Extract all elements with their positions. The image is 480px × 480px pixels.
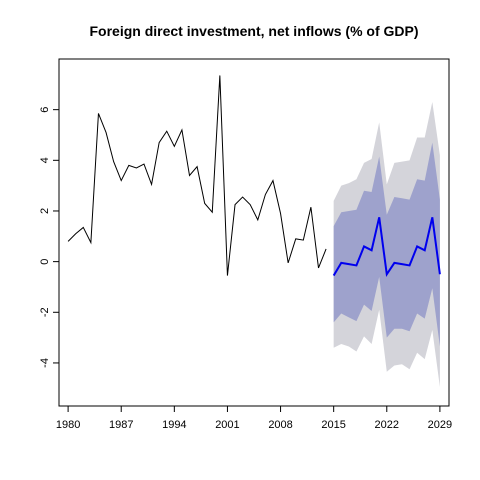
x-tick-label: 1980	[56, 419, 80, 431]
y-tick-label: 0	[39, 259, 51, 265]
axes: 1980 1987 1994 2001 2008 2015 2022 2029 -4 -2 0 2 4 6	[39, 58, 452, 431]
x-tick-label: 2015	[321, 419, 345, 431]
band-prediction-interval-inner	[333, 142, 440, 347]
y-tick-label: 2	[39, 208, 51, 214]
x-tick-label: 2001	[215, 419, 239, 431]
chart-title: Foreign direct investment, net inflows (…	[89, 23, 418, 39]
x-tick-label: 2008	[268, 419, 292, 431]
series-lines	[67, 75, 441, 278]
y-tick-label: -2	[39, 307, 51, 317]
x-tick-label: 2022	[375, 419, 399, 431]
prediction-bands	[333, 102, 440, 388]
x-tick-label: 1994	[162, 419, 186, 431]
x-tick-label: 2029	[428, 419, 452, 431]
x-tick-label: 1987	[109, 419, 133, 431]
y-tick-label: -4	[39, 358, 51, 368]
series-line-forecast	[332, 217, 441, 278]
y-tick-label: 6	[39, 107, 51, 113]
series-line-observed	[67, 75, 327, 276]
y-tick-label: 4	[39, 157, 51, 163]
